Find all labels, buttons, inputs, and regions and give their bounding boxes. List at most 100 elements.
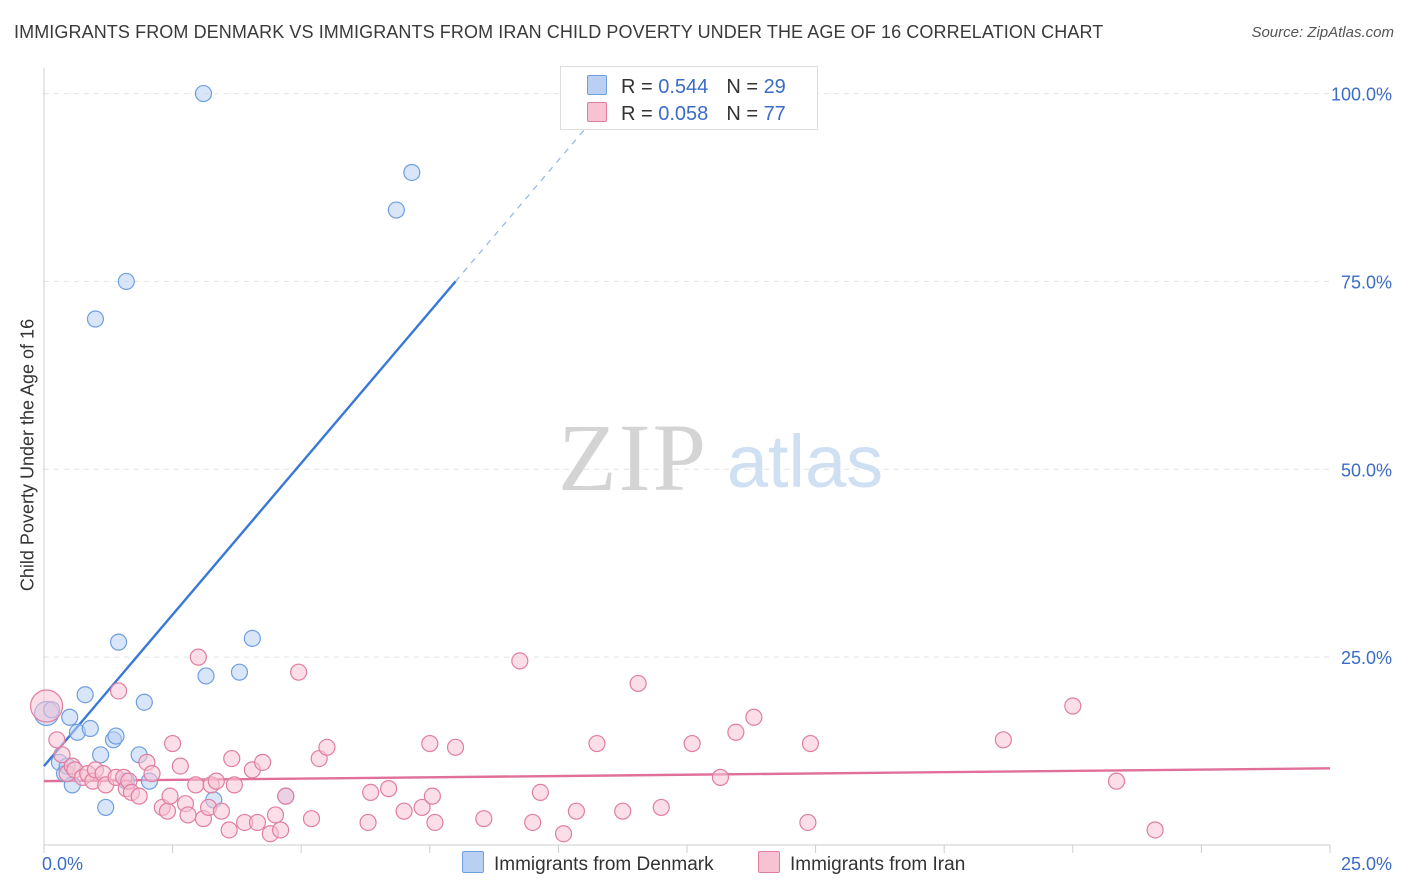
trend-line-denmark-extension <box>455 111 601 282</box>
point-iran <box>158 802 177 820</box>
point-iran <box>161 787 179 805</box>
iran-swatch <box>587 102 607 122</box>
point-iran <box>318 738 336 756</box>
denmark-r-label: R = <box>621 76 653 98</box>
legend-item-iran[interactable]: Immigrants from Iran <box>758 851 965 877</box>
denmark-n-value: 29 <box>763 76 786 98</box>
point-iran <box>207 772 225 790</box>
point-iran <box>359 813 377 832</box>
data-points <box>29 84 1164 843</box>
point-iran <box>225 776 243 794</box>
point-denmark <box>86 310 105 328</box>
trend-line-denmark <box>43 280 457 767</box>
point-iran <box>1107 772 1126 790</box>
tick-labels: 25.0% 50.0% 75.0% 100.0% 0.0% 25.0% <box>42 85 1392 874</box>
point-iran <box>212 802 231 820</box>
point-iran <box>143 765 161 783</box>
iran-n-value: 77 <box>763 103 786 125</box>
point-denmark <box>403 163 421 182</box>
point-iran <box>531 783 549 802</box>
stats-row-denmark: R = 0.544 N = 29 <box>587 75 786 99</box>
legend-denmark-label: Immigrants from Denmark <box>494 854 714 875</box>
point-iran <box>187 776 205 794</box>
watermark: ZIP atlas <box>558 404 883 511</box>
point-iran <box>727 723 745 741</box>
point-denmark <box>387 201 405 219</box>
point-iran <box>801 734 820 753</box>
point-denmark <box>109 633 128 651</box>
point-iran <box>413 798 431 817</box>
point-iran <box>1146 821 1164 839</box>
point-denmark <box>230 663 249 681</box>
y-axis-label: Child Poverty Under the Age of 16 <box>17 318 38 592</box>
point-denmark <box>91 746 110 764</box>
point-iran <box>223 749 241 768</box>
iran-n-label: N = <box>726 103 758 125</box>
point-iran <box>248 813 267 832</box>
point-iran <box>1064 697 1082 715</box>
point-denmark <box>76 686 94 704</box>
point-iran <box>994 731 1012 749</box>
point-iran <box>109 682 128 700</box>
watermark-atlas: atlas <box>727 420 883 503</box>
chart-title: IMMIGRANTS FROM DENMARK VS IMMIGRANTS FR… <box>14 22 1104 42</box>
point-denmark <box>197 667 215 685</box>
trend-line-iran <box>43 767 1331 783</box>
point-iran <box>130 787 148 805</box>
point-iran <box>588 734 606 753</box>
stats-row-iran: R = 0.058 N = 77 <box>587 102 786 126</box>
denmark-swatch <box>587 75 607 95</box>
legend-denmark-swatch <box>462 851 484 873</box>
iran-r-label: R = <box>621 103 653 125</box>
watermark-zip: ZIP <box>558 404 708 511</box>
point-iran <box>799 813 817 832</box>
point-denmark <box>81 719 99 738</box>
point-iran <box>189 648 207 666</box>
point-iran <box>302 810 321 828</box>
point-iran <box>475 810 493 828</box>
point-iran <box>711 768 730 786</box>
x-tick-label-max: 25.0% <box>1341 854 1392 874</box>
x-tick-label-min: 0.0% <box>42 854 83 874</box>
y-tick-label: 75.0% <box>1341 272 1392 292</box>
y-tick-label: 25.0% <box>1341 648 1392 668</box>
point-iran <box>395 802 413 820</box>
point-iran <box>683 734 701 753</box>
point-iran <box>220 821 238 839</box>
point-iran <box>380 780 398 798</box>
point-iran <box>554 825 573 843</box>
point-iran <box>277 787 295 805</box>
point-iran <box>29 689 64 723</box>
point-iran <box>567 802 586 820</box>
point-denmark <box>135 693 153 711</box>
y-tick-label: 50.0% <box>1341 460 1392 480</box>
gridlines <box>44 93 1330 658</box>
denmark-n-label: N = <box>726 76 758 98</box>
denmark-r-value: 0.544 <box>658 76 709 98</box>
point-denmark <box>243 629 261 647</box>
point-denmark <box>97 798 115 817</box>
point-iran <box>511 652 529 670</box>
point-iran <box>266 806 285 824</box>
point-iran <box>446 738 465 756</box>
legend-iran-swatch <box>758 851 780 873</box>
y-tick-label: 100.0% <box>1331 85 1392 105</box>
point-iran <box>362 783 380 802</box>
series-iran <box>29 648 1164 843</box>
point-iran <box>524 813 542 832</box>
point-iran <box>272 821 290 839</box>
point-denmark <box>61 708 79 726</box>
stats-legend: R = 0.544 N = 29 R = 0.058 N = 77 <box>560 66 818 130</box>
point-iran <box>179 806 197 824</box>
iran-r-value: 0.058 <box>658 103 709 125</box>
point-denmark <box>107 727 125 745</box>
point-iran <box>652 798 670 817</box>
point-iran <box>171 757 189 775</box>
point-iran <box>254 753 272 771</box>
series-denmark <box>33 84 421 817</box>
legend-item-denmark[interactable]: Immigrants from Denmark <box>462 851 714 877</box>
point-iran <box>745 708 763 726</box>
point-denmark <box>117 272 135 291</box>
point-denmark <box>194 84 213 103</box>
